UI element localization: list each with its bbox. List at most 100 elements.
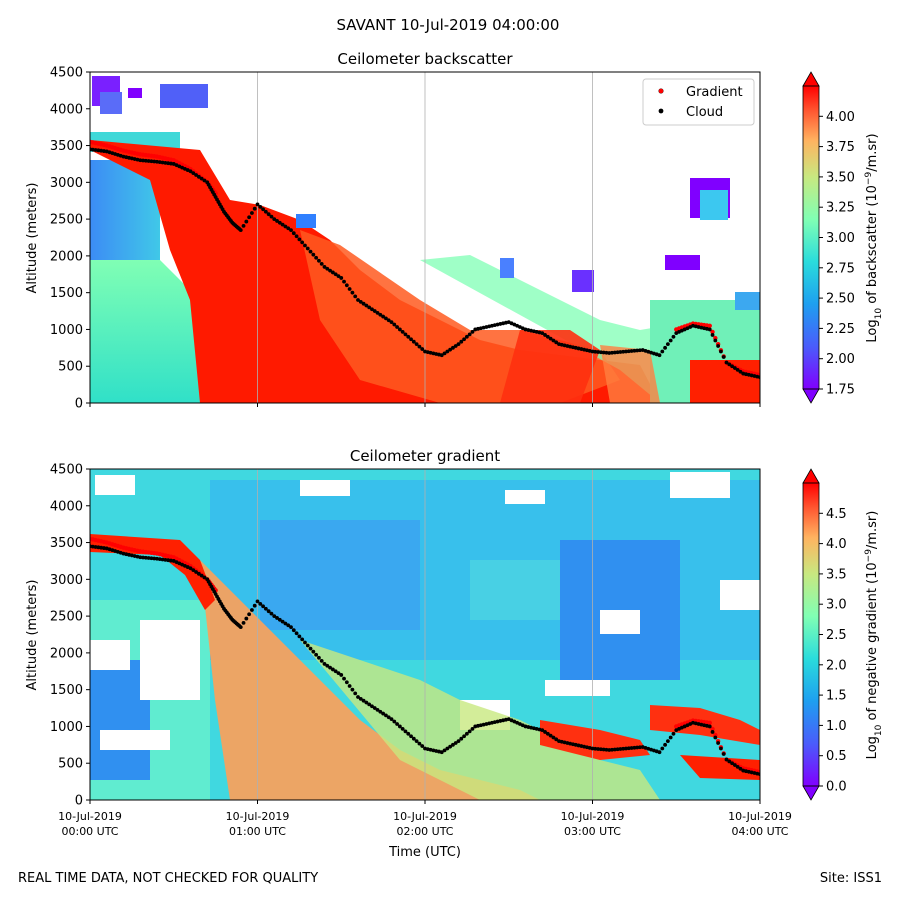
- cloud-marker: [339, 276, 344, 280]
- cloud-marker: [442, 351, 447, 356]
- cloud-marker: [400, 329, 405, 334]
- cloud-marker: [378, 709, 383, 714]
- cloud-marker: [241, 223, 246, 228]
- colorbar-tick-label: 0.5: [826, 749, 847, 764]
- cloud-marker: [462, 337, 466, 342]
- cloud-marker: [333, 272, 338, 277]
- cloud-marker: [277, 220, 282, 225]
- cloud-marker: [202, 178, 207, 183]
- backscatter-colorbar-label: Log10 of backscatter (10−9/m.sr): [864, 133, 884, 342]
- cloud-marker: [261, 604, 265, 609]
- colorbar-tick-label: 3.25: [826, 201, 855, 216]
- cloud-marker: [350, 290, 355, 295]
- gradient-colorbar: 0.0 0.5 1.0 1.5 2.0 2.5 3.0 3.5 4.0 4.5 Log10 of …: [802, 468, 884, 801]
- cloud-marker: [665, 342, 670, 347]
- gradient-y-ticks: 0 500 1000 1500 2000 2500 3000 3500 4000 4500: [50, 463, 90, 809]
- cloud-marker: [411, 736, 416, 741]
- cloud-marker: [621, 349, 626, 354]
- gradient-ylabel: Altitude (meters): [25, 580, 40, 691]
- cloud-marker: [275, 219, 279, 223]
- cloud-marker: [157, 557, 162, 562]
- cloud-marker: [283, 224, 288, 229]
- cloud-marker: [618, 747, 623, 751]
- cloud-marker: [596, 350, 600, 354]
- cloud-marker: [96, 545, 101, 550]
- legend-gradient-marker: [658, 88, 664, 94]
- y-tick-label: 2000: [50, 646, 83, 661]
- backscatter-x-ticks: [89, 403, 761, 407]
- cloud-marker: [330, 270, 335, 275]
- cloud-marker: [721, 355, 726, 359]
- cloud-marker: [727, 759, 732, 764]
- cloud-marker: [607, 351, 612, 355]
- cloud-marker: [238, 228, 243, 233]
- cloud-marker: [615, 747, 620, 752]
- colorbar-tick-label: 1.5: [826, 689, 847, 704]
- cloud-marker: [96, 148, 101, 153]
- cloud-marker: [400, 726, 405, 731]
- cloud-marker: [314, 255, 319, 260]
- cloud-marker: [635, 745, 640, 750]
- cloud-marker: [269, 611, 274, 616]
- cloud-marker: [439, 750, 444, 755]
- cloud-marker: [713, 735, 718, 740]
- colorbar-tick-label: 3.0: [826, 598, 847, 613]
- cloud-marker: [716, 741, 721, 745]
- cloud-marker: [90, 147, 95, 152]
- cloud-marker: [543, 730, 547, 734]
- cloud-marker: [152, 159, 157, 164]
- cloud-marker: [395, 722, 399, 726]
- cloud-marker: [386, 715, 391, 720]
- cloud-marker: [464, 731, 469, 736]
- cloud-marker: [409, 734, 413, 739]
- cloud-marker: [258, 204, 263, 209]
- cloud-marker: [191, 568, 196, 573]
- cloud-marker: [610, 747, 614, 752]
- cloud-marker: [414, 739, 419, 744]
- cloud-marker: [252, 206, 257, 211]
- cloud-marker: [730, 364, 734, 369]
- cloud-marker: [467, 332, 472, 337]
- colorbar-tick-label: 3.00: [826, 231, 855, 246]
- legend-cloud-label: Cloud: [686, 105, 723, 120]
- cloud-marker: [157, 160, 162, 165]
- cloud-marker: [286, 623, 291, 628]
- cloud-marker: [381, 711, 386, 716]
- cloud-marker: [247, 215, 252, 220]
- colorbar-bottom-extend-arrow-2: [802, 785, 820, 801]
- cloud-marker: [635, 348, 640, 353]
- cloud-marker: [554, 340, 559, 345]
- cloud-marker: [330, 667, 335, 672]
- y-tick-label: 4500: [50, 66, 83, 81]
- cloud-marker: [671, 731, 676, 736]
- cloud-marker: [403, 729, 408, 734]
- x-tick-date: 10-Jul-2019: [58, 810, 122, 823]
- y-tick-label: 1000: [50, 323, 83, 338]
- cloud-marker: [367, 702, 372, 707]
- cloud-marker: [93, 148, 98, 152]
- cloud-marker: [166, 558, 171, 563]
- cloud-marker: [375, 707, 380, 712]
- cloud-marker: [138, 158, 143, 163]
- x-tick-time: 04:00 UTC: [731, 825, 788, 838]
- cloud-marker: [381, 314, 386, 319]
- cloud-marker: [347, 287, 352, 291]
- cloud-marker: [169, 161, 173, 166]
- cloud-marker: [671, 334, 676, 339]
- footer-quality-note: REAL TIME DATA, NOT CHECKED FOR QUALITY: [18, 871, 318, 886]
- y-tick-label: 0: [75, 794, 83, 809]
- cloud-marker: [269, 214, 274, 219]
- footer-site: Site: ISS1: [820, 871, 882, 886]
- cloud-marker: [657, 353, 662, 358]
- cloud-marker: [149, 159, 154, 164]
- y-tick-label: 1500: [50, 286, 83, 301]
- cloud-marker: [194, 570, 198, 574]
- cloud-marker: [456, 342, 461, 347]
- cloud-marker: [598, 747, 603, 752]
- colorbar-top-extend-arrow-2: [802, 468, 820, 484]
- colorbar-tick-label: 3.50: [826, 170, 855, 185]
- cloud-marker: [99, 545, 104, 550]
- cloud-marker: [663, 742, 667, 747]
- cloud-marker: [250, 608, 254, 612]
- cloud-marker: [364, 700, 369, 705]
